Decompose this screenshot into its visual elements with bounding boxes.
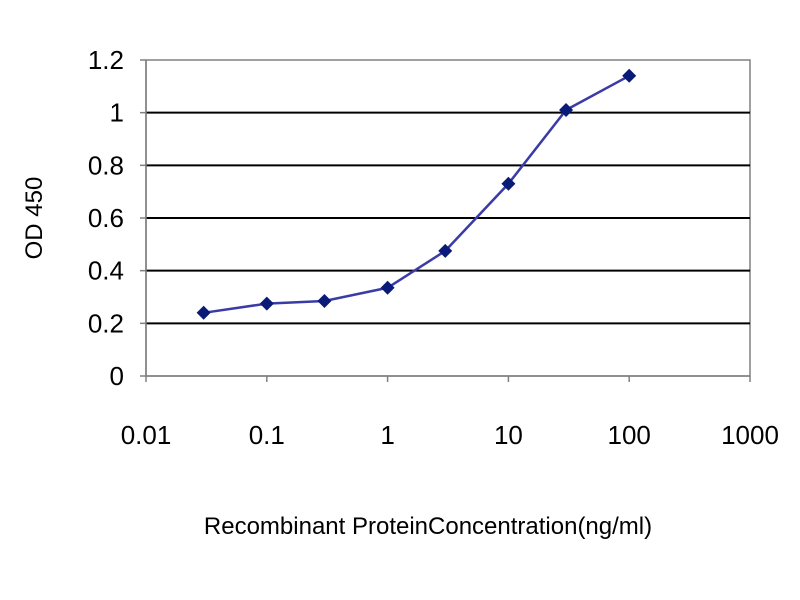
y-tick-label: 0.8 bbox=[88, 150, 124, 180]
y-tick-label: 1.2 bbox=[88, 45, 124, 75]
data-point-marker bbox=[438, 243, 453, 258]
y-tick-label: 0 bbox=[110, 361, 124, 391]
axes bbox=[140, 59, 751, 382]
data-point-marker bbox=[259, 296, 274, 311]
data-point-marker bbox=[622, 68, 637, 83]
data-point-marker bbox=[196, 305, 211, 320]
y-tick-label: 0.6 bbox=[88, 203, 124, 233]
x-tick-label: 100 bbox=[608, 420, 651, 450]
data-point-marker bbox=[317, 293, 332, 308]
y-axis-title: OD 450 bbox=[21, 177, 48, 260]
y-tick-labels: 0 0.2 0.4 0.6 0.8 1 1.2 bbox=[88, 45, 124, 391]
x-axis-title: Recombinant ProteinConcentration(ng/ml) bbox=[204, 513, 652, 540]
series-layer bbox=[196, 68, 637, 320]
x-tick-label: 0.1 bbox=[249, 420, 285, 450]
series-line bbox=[203, 74, 630, 315]
x-tick-label: 10 bbox=[494, 420, 523, 450]
y-tick-label: 1 bbox=[110, 98, 124, 128]
y-tick-label: 0.2 bbox=[88, 308, 124, 338]
x-tick-label: 0.01 bbox=[121, 420, 172, 450]
x-tick-labels: 0.01 0.1 1 10 100 1000 bbox=[121, 420, 779, 450]
data-point-marker bbox=[559, 103, 574, 118]
data-point-marker bbox=[380, 280, 395, 295]
grid-lines bbox=[146, 111, 750, 325]
y-tick-label: 0.4 bbox=[88, 256, 124, 286]
x-tick-label: 1000 bbox=[721, 420, 779, 450]
x-tick-label: 1 bbox=[380, 420, 394, 450]
data-point-marker bbox=[501, 176, 516, 191]
